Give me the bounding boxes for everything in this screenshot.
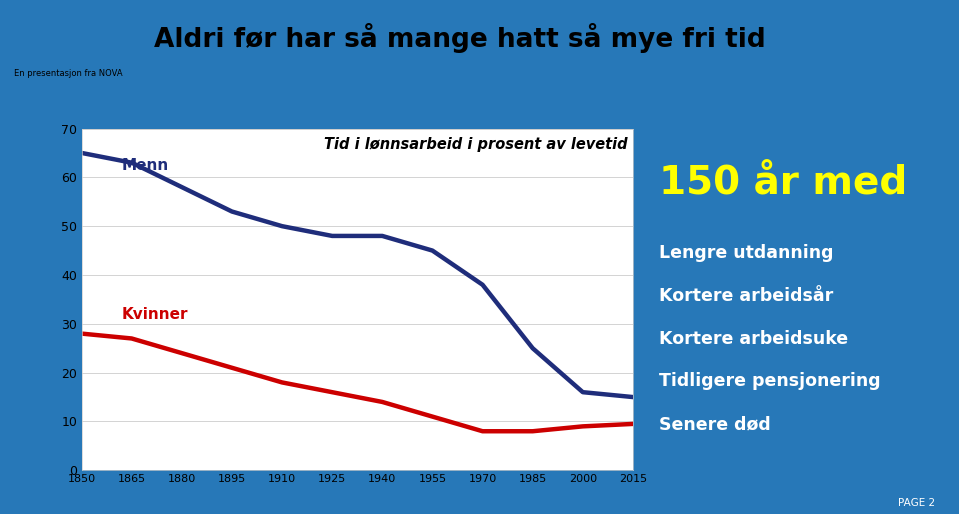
Text: Tid i lønnsarbeid i prosent av levetid: Tid i lønnsarbeid i prosent av levetid (324, 137, 627, 152)
Text: Menn: Menn (122, 158, 169, 173)
Text: Aldri før har så mange hatt så mye fri tid: Aldri før har så mange hatt så mye fri t… (154, 23, 766, 53)
Text: Tidligere pensjonering: Tidligere pensjonering (660, 373, 881, 391)
Text: Kortere arbeidsår: Kortere arbeidsår (660, 287, 833, 305)
Text: En presentasjon fra NOVA: En presentasjon fra NOVA (14, 69, 123, 78)
Text: Kortere arbeidsuke: Kortere arbeidsuke (660, 329, 849, 347)
Text: Lengre utdanning: Lengre utdanning (660, 244, 834, 262)
Text: Senere død: Senere død (660, 415, 771, 433)
Text: 150 år med: 150 år med (660, 164, 907, 202)
Text: PAGE 2: PAGE 2 (898, 498, 935, 508)
Text: Kvinner: Kvinner (122, 306, 188, 322)
